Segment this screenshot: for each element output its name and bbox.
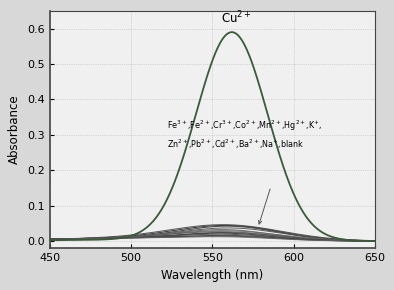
X-axis label: Wavelength (nm): Wavelength (nm) (161, 269, 264, 282)
Y-axis label: Absorbance: Absorbance (8, 95, 21, 164)
Text: Cu$^{2+}$: Cu$^{2+}$ (221, 9, 252, 26)
Text: Fe$^{3+}$,Fe$^{2+}$,Cr$^{3+}$,Co$^{2+}$,Mn$^{2+}$,Hg$^{2+}$,K$^{+}$,
Zn$^{2+}$,P: Fe$^{3+}$,Fe$^{2+}$,Cr$^{3+}$,Co$^{2+}$,… (167, 119, 322, 151)
